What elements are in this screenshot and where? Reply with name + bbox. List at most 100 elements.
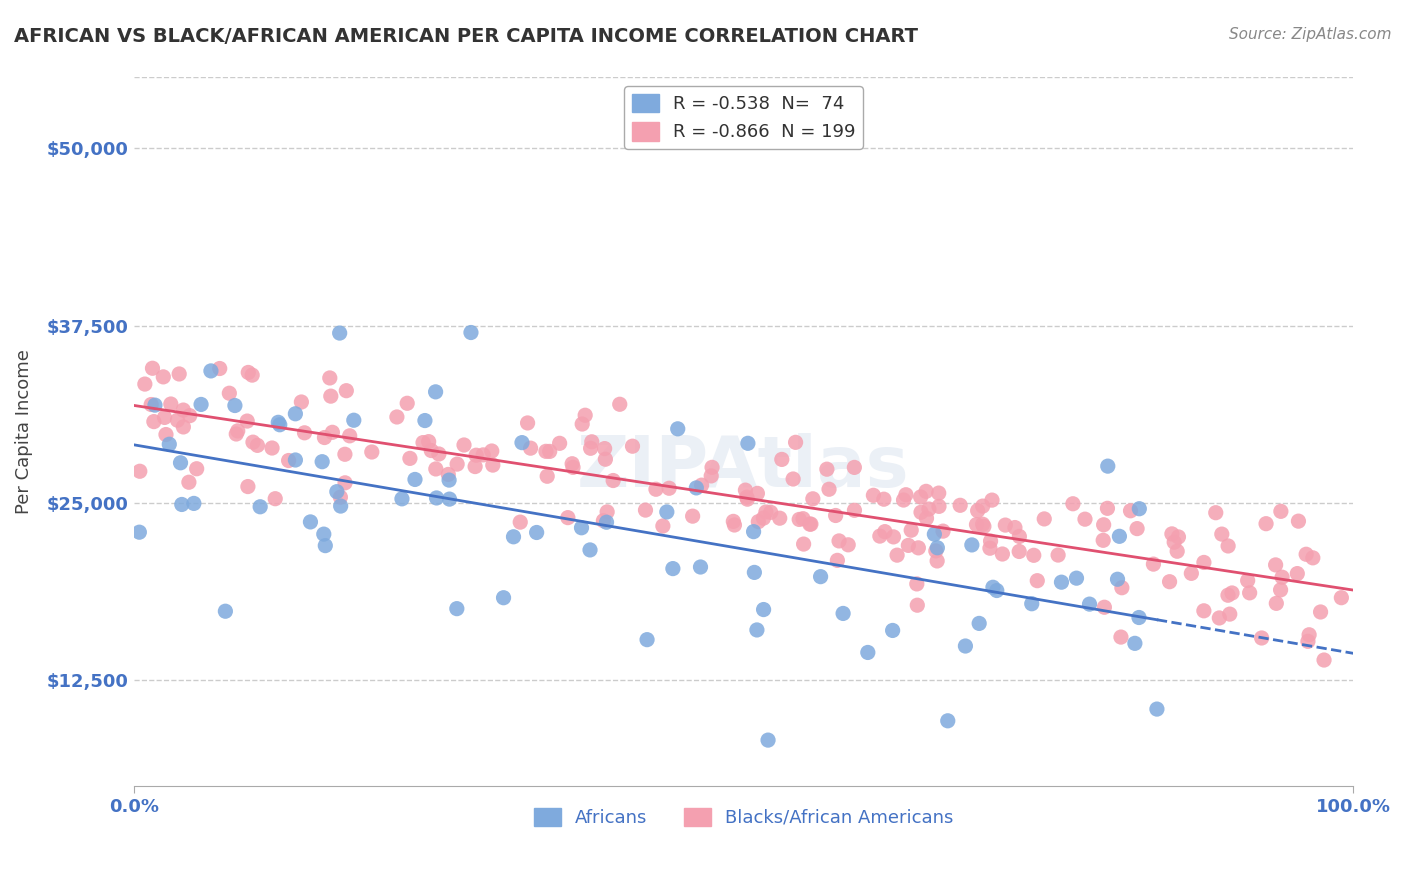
Point xyxy=(986,583,1008,598)
Point xyxy=(1050,575,1073,590)
Point xyxy=(955,639,977,653)
Point xyxy=(391,491,413,506)
Point xyxy=(595,515,617,529)
Point xyxy=(1302,550,1324,565)
Point xyxy=(981,580,1004,594)
Point xyxy=(141,398,163,412)
Point xyxy=(1270,582,1292,597)
Point xyxy=(128,464,150,478)
Point xyxy=(329,326,352,340)
Point xyxy=(208,361,231,376)
Point xyxy=(1092,600,1115,615)
Point xyxy=(557,510,579,524)
Point xyxy=(1033,512,1056,526)
Point xyxy=(571,417,593,431)
Point xyxy=(1208,611,1230,625)
Point xyxy=(924,527,946,541)
Point xyxy=(561,457,583,471)
Point xyxy=(967,616,990,631)
Point xyxy=(1180,566,1202,581)
Point xyxy=(319,371,342,385)
Point xyxy=(737,492,759,507)
Point xyxy=(918,502,941,516)
Point xyxy=(236,414,259,428)
Point xyxy=(966,517,988,532)
Point xyxy=(579,543,602,558)
Point xyxy=(1330,591,1353,605)
Point xyxy=(869,529,891,543)
Point xyxy=(172,403,194,417)
Point xyxy=(335,384,357,398)
Point xyxy=(734,483,756,497)
Point xyxy=(329,490,352,504)
Point xyxy=(425,491,447,505)
Point xyxy=(385,409,408,424)
Point xyxy=(284,407,307,421)
Point xyxy=(824,508,846,523)
Point xyxy=(492,591,515,605)
Text: Source: ZipAtlas.com: Source: ZipAtlas.com xyxy=(1229,27,1392,42)
Point xyxy=(1107,572,1129,586)
Point xyxy=(700,469,723,483)
Point xyxy=(1220,586,1243,600)
Point xyxy=(810,569,832,583)
Point xyxy=(1216,539,1239,553)
Point xyxy=(972,517,994,532)
Point xyxy=(932,524,955,538)
Point xyxy=(218,386,240,401)
Point xyxy=(979,541,1001,556)
Point xyxy=(200,364,222,378)
Point xyxy=(396,396,419,410)
Point xyxy=(170,498,193,512)
Point xyxy=(1109,630,1132,644)
Point xyxy=(472,448,495,462)
Point xyxy=(882,624,904,638)
Point xyxy=(437,467,460,482)
Point xyxy=(747,515,769,529)
Point xyxy=(666,422,689,436)
Point xyxy=(446,601,468,615)
Point xyxy=(1008,544,1031,558)
Point xyxy=(991,547,1014,561)
Text: AFRICAN VS BLACK/AFRICAN AMERICAN PER CAPITA INCOME CORRELATION CHART: AFRICAN VS BLACK/AFRICAN AMERICAN PER CA… xyxy=(14,27,918,45)
Point xyxy=(690,478,713,492)
Point xyxy=(453,438,475,452)
Point xyxy=(249,500,271,514)
Point xyxy=(886,548,908,562)
Point xyxy=(905,598,928,612)
Point xyxy=(745,623,768,637)
Point xyxy=(519,441,541,455)
Point xyxy=(981,493,1004,508)
Point xyxy=(538,444,561,458)
Point xyxy=(1108,529,1130,543)
Point xyxy=(897,538,920,552)
Point xyxy=(294,425,316,440)
Point xyxy=(526,525,548,540)
Point xyxy=(128,525,150,540)
Point xyxy=(299,515,322,529)
Point xyxy=(214,604,236,618)
Point xyxy=(481,444,503,458)
Point xyxy=(446,457,468,471)
Point xyxy=(994,518,1017,533)
Point xyxy=(844,460,866,475)
Point xyxy=(516,416,538,430)
Point xyxy=(936,714,959,728)
Point xyxy=(314,539,336,553)
Point xyxy=(190,397,212,411)
Point xyxy=(1167,530,1189,544)
Point xyxy=(290,395,312,409)
Point xyxy=(314,430,336,444)
Point xyxy=(437,473,460,487)
Point xyxy=(464,459,486,474)
Point xyxy=(1004,520,1026,534)
Point xyxy=(949,498,972,512)
Point xyxy=(966,503,988,517)
Point xyxy=(482,458,505,472)
Point xyxy=(1146,702,1168,716)
Point xyxy=(465,448,488,462)
Point xyxy=(574,409,596,423)
Point xyxy=(1254,516,1277,531)
Point xyxy=(1008,529,1031,543)
Point xyxy=(1219,607,1241,621)
